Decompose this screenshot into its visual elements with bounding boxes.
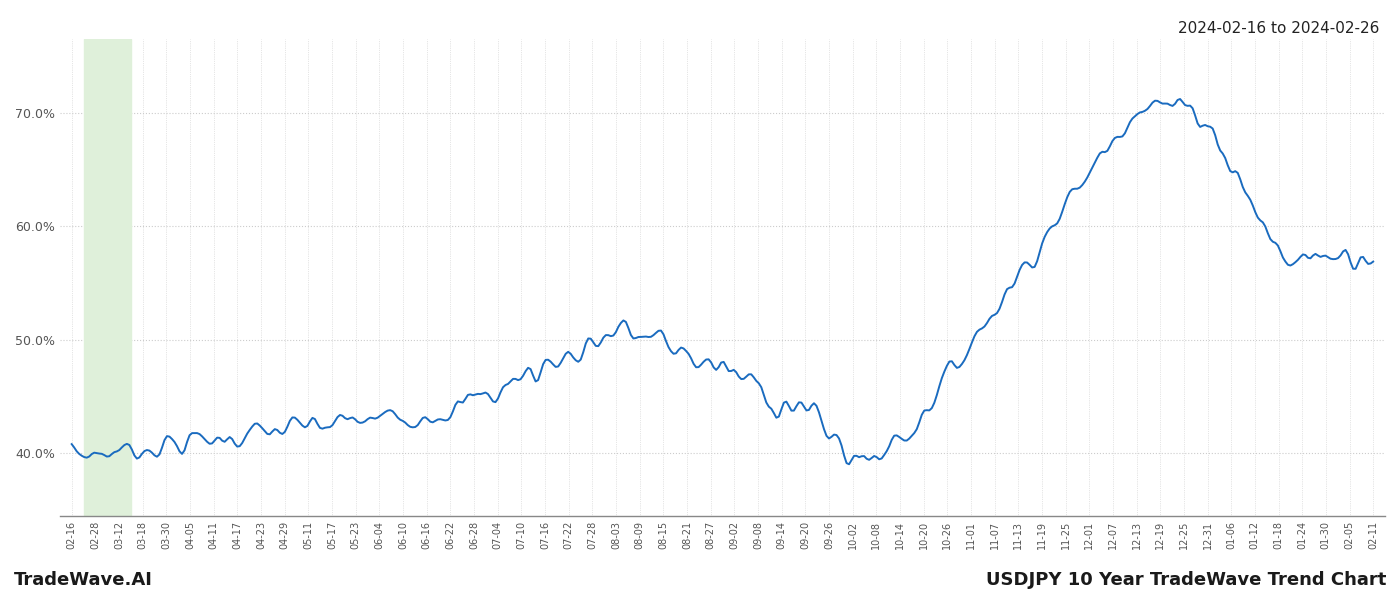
- Text: TradeWave.AI: TradeWave.AI: [14, 571, 153, 589]
- Bar: [84, 39, 130, 516]
- Text: 2024-02-16 to 2024-02-26: 2024-02-16 to 2024-02-26: [1177, 21, 1379, 36]
- Text: USDJPY 10 Year TradeWave Trend Chart: USDJPY 10 Year TradeWave Trend Chart: [986, 571, 1386, 589]
